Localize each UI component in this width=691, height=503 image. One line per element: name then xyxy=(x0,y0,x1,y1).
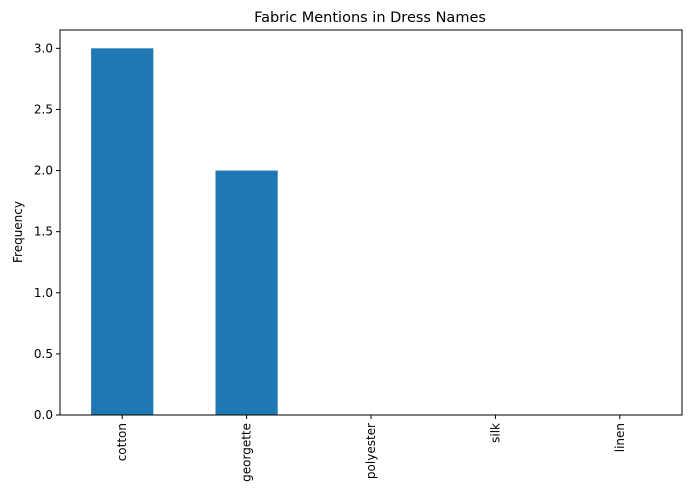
x-tick-label: polyester xyxy=(364,423,378,479)
chart-title: Fabric Mentions in Dress Names xyxy=(254,10,486,26)
y-tick-label: 0.0 xyxy=(34,408,53,422)
x-tick-label: cotton xyxy=(115,423,129,461)
y-tick-label: 3.0 xyxy=(34,41,53,55)
y-tick-label: 1.5 xyxy=(34,225,53,239)
x-axis-ticks: cotton georgette polyester silk linen xyxy=(115,415,627,482)
y-tick-label: 0.5 xyxy=(34,347,53,361)
plot-frame xyxy=(59,29,683,416)
bar-cotton xyxy=(91,48,154,415)
x-tick-label: linen xyxy=(613,423,627,452)
bar-georgette xyxy=(215,170,278,415)
bars-group xyxy=(91,48,278,415)
x-tick-label: georgette xyxy=(240,423,254,482)
y-axis-label: Frequency xyxy=(11,201,25,263)
y-tick-label: 1.0 xyxy=(34,286,53,300)
y-tick-label: 2.0 xyxy=(34,164,53,178)
y-axis-ticks: 0.0 0.5 1.0 1.5 2.0 2.5 3.0 xyxy=(34,41,60,422)
x-tick-label: silk xyxy=(488,423,502,443)
y-tick-label: 2.5 xyxy=(34,102,53,116)
